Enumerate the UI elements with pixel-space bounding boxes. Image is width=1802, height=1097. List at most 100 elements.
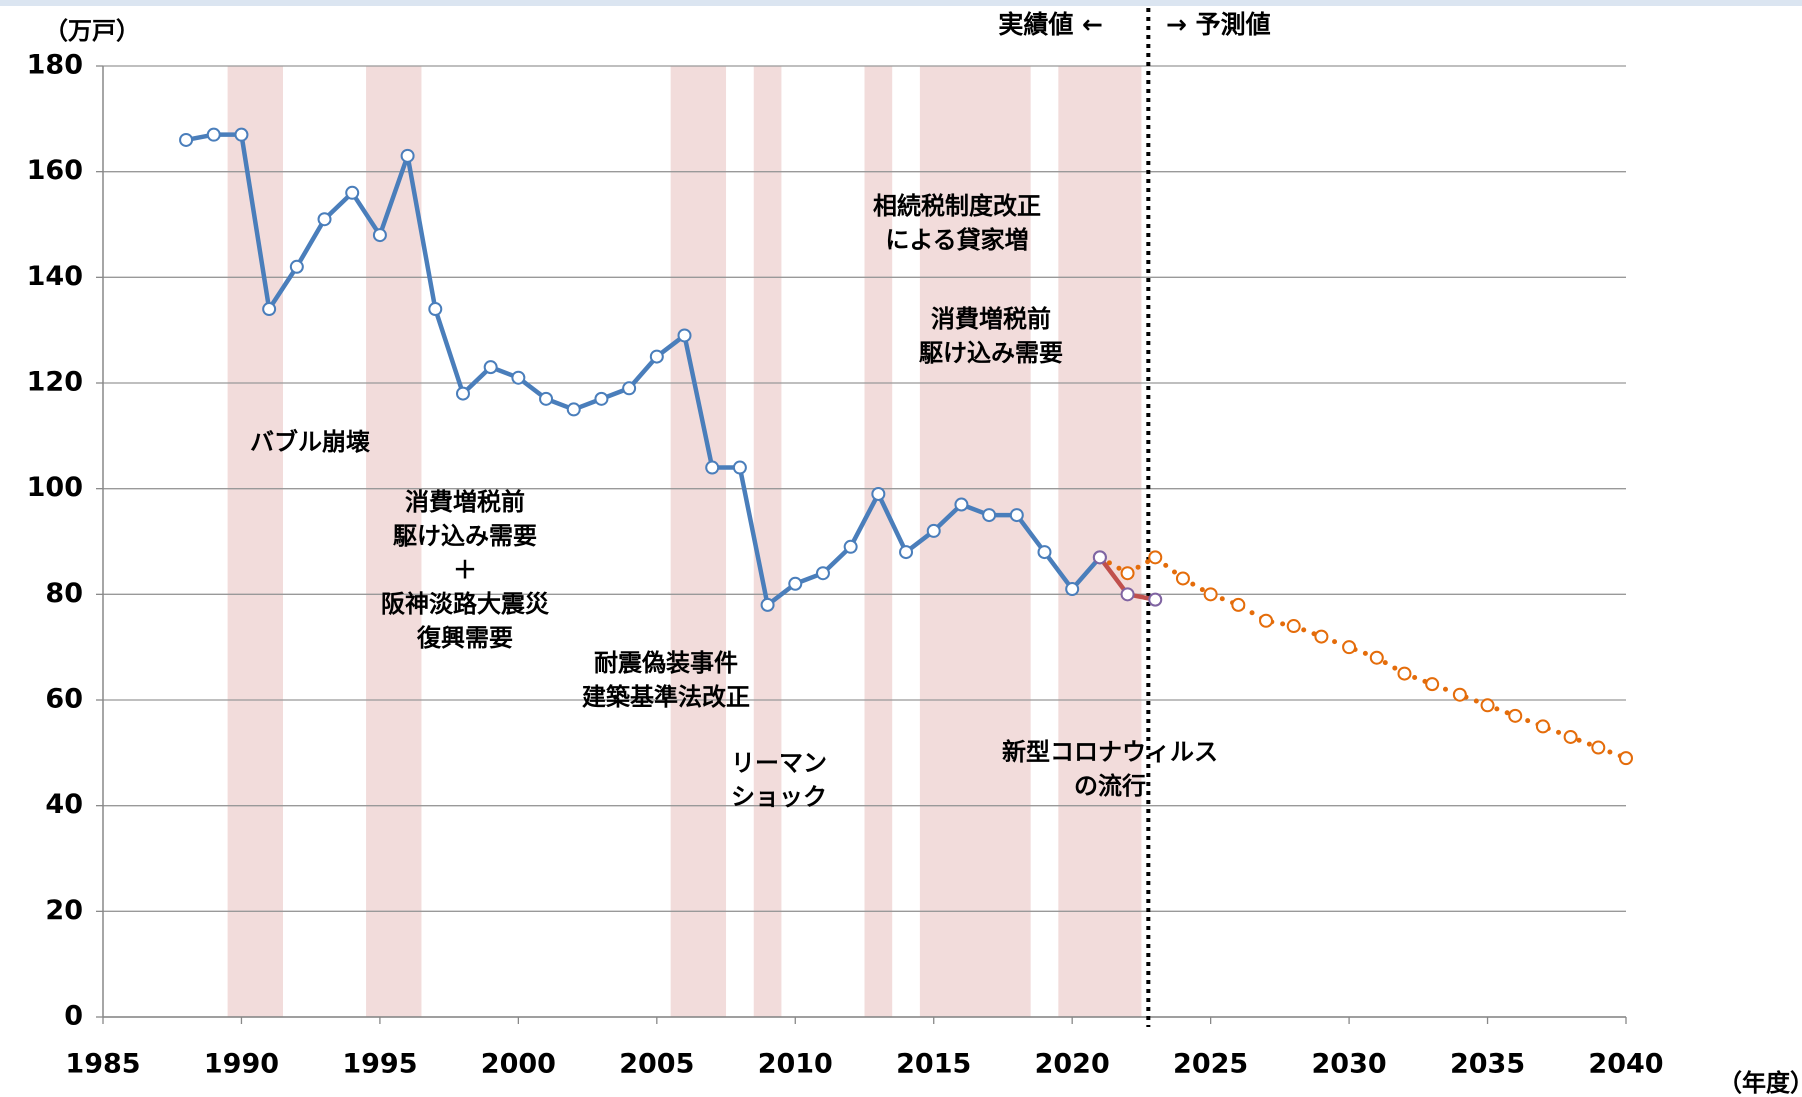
point: [1203, 587, 1218, 602]
x-tick-label: 1985: [65, 1049, 140, 1080]
point: [1314, 629, 1329, 644]
annotation: バブル崩壊: [250, 428, 370, 456]
point: [455, 386, 470, 401]
point: [511, 370, 526, 385]
point: [1286, 619, 1301, 634]
point: [594, 391, 609, 406]
point: [649, 349, 664, 364]
point: [1508, 708, 1523, 723]
x-tick-label: 2035: [1450, 1049, 1525, 1080]
y-tick-label: 80: [45, 578, 83, 609]
annotation: 耐震偽装事件: [594, 649, 738, 677]
x-tick-label: 2030: [1312, 1049, 1387, 1080]
x-tick-label: 2025: [1173, 1049, 1248, 1080]
y-tick-label: 0: [64, 1001, 83, 1032]
actual-label: 実績値 ←: [998, 10, 1103, 39]
point: [1259, 613, 1274, 628]
point: [815, 566, 830, 581]
point: [1120, 587, 1135, 602]
forecast-label: → 予測値: [1166, 10, 1271, 39]
event-band: [670, 66, 727, 1017]
annotation: の流行: [1074, 772, 1146, 800]
point: [1452, 687, 1467, 702]
point: [262, 302, 277, 317]
point: [1535, 719, 1550, 734]
point: [372, 228, 387, 243]
point: [400, 148, 415, 163]
point: [234, 127, 249, 142]
x-tick-label: 2020: [1035, 1049, 1110, 1080]
y-unit-label: （万戸）: [44, 17, 140, 45]
x-unit-label: （年度）: [1718, 1069, 1802, 1097]
point: [871, 486, 886, 501]
x-tick-label: 2015: [896, 1049, 971, 1080]
point: [289, 259, 304, 274]
y-tick-label: 120: [27, 367, 83, 398]
x-tick-label: 2000: [481, 1049, 556, 1080]
point: [1619, 751, 1633, 766]
x-tick-label: 2005: [619, 1049, 694, 1080]
point: [1342, 640, 1357, 655]
x-tick-label: 1990: [204, 1049, 279, 1080]
point: [1397, 666, 1412, 681]
point: [179, 132, 194, 147]
point: [1175, 571, 1190, 586]
annotation: 消費増税前: [405, 488, 525, 516]
point: [899, 545, 914, 560]
annotation: 復興需要: [416, 624, 513, 652]
point: [1369, 650, 1384, 665]
point: [705, 460, 720, 475]
y-tick-label: 180: [27, 50, 83, 81]
point: [1231, 597, 1246, 612]
point: [1425, 677, 1440, 692]
series-line: [185, 132, 1102, 608]
point: [1591, 740, 1606, 755]
annotation: 駆け込み需要: [919, 339, 1063, 367]
annotation: 建築基準法改正: [582, 683, 750, 711]
top-strip: [0, 0, 1802, 6]
annotation: 相続税制度改正: [873, 192, 1041, 220]
annotation: 駆け込み需要: [393, 522, 537, 550]
annotation: リーマン: [731, 749, 827, 777]
point: [1037, 545, 1052, 560]
point: [345, 185, 360, 200]
event-band: [1058, 66, 1142, 1017]
point: [1148, 592, 1163, 607]
y-tick-label: 60: [45, 684, 83, 715]
point: [566, 402, 581, 417]
event-band: [864, 66, 893, 1017]
annotation: ＋: [453, 556, 477, 584]
point: [1092, 550, 1107, 565]
point: [483, 360, 498, 375]
point: [317, 212, 332, 227]
point: [428, 302, 443, 317]
point: [1065, 582, 1080, 597]
y-tick-label: 160: [27, 155, 83, 186]
point: [1480, 698, 1495, 713]
point: [982, 508, 997, 523]
annotation: 新型コロナウィルス: [1002, 738, 1218, 766]
x-tick-label: 1995: [342, 1049, 417, 1080]
point: [206, 127, 221, 142]
point: [843, 539, 858, 554]
point: [926, 523, 941, 538]
annotation: 阪神淡路大震災: [381, 590, 550, 618]
point: [1120, 566, 1135, 581]
point: [1009, 508, 1024, 523]
point: [622, 381, 637, 396]
annotation: 消費増税前: [931, 305, 1051, 333]
y-tick-label: 40: [45, 789, 83, 820]
y-tick-label: 140: [27, 261, 83, 292]
y-tick-label: 20: [45, 895, 83, 926]
point: [954, 497, 969, 512]
point: [732, 460, 747, 475]
point: [760, 597, 775, 612]
point: [1563, 729, 1578, 744]
event-band: [919, 66, 1031, 1017]
point: [788, 576, 803, 591]
annotation: による貸家増: [885, 226, 1028, 254]
x-tick-label: 2010: [758, 1049, 833, 1080]
y-tick-label: 100: [27, 472, 83, 503]
point: [677, 328, 692, 343]
